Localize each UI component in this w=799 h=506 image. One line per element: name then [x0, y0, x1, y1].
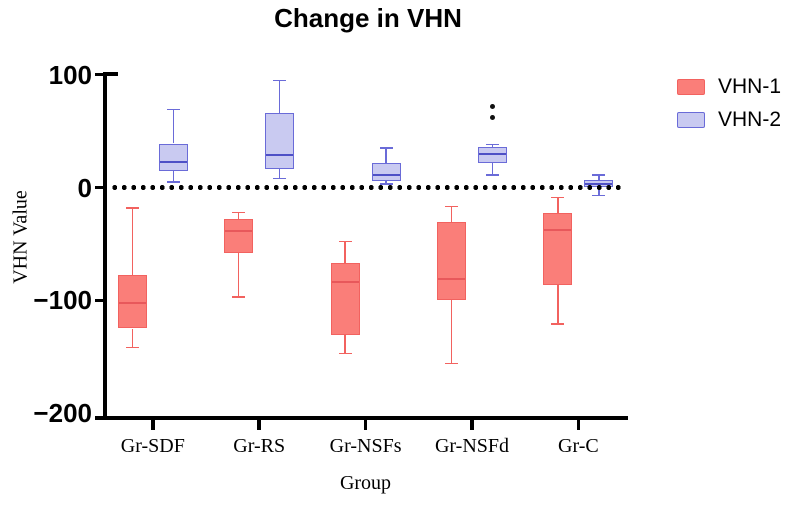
legend-label-vhn1: VHN-1 [718, 75, 782, 98]
x-axis-tick [363, 420, 368, 430]
whisker-upper-line [491, 144, 494, 147]
x-axis-tick [257, 420, 261, 430]
y-axis-tick-label: 100 [48, 59, 92, 90]
y-axis-tick-label: −100 [33, 285, 92, 316]
whisker-upper-line [278, 80, 281, 114]
whisker-lower-cap [486, 174, 499, 176]
whisker-lower-line [172, 170, 175, 182]
x-axis-tick [576, 420, 581, 430]
legend-swatch-vhn1 [677, 79, 705, 95]
median-line [479, 152, 506, 155]
box-vhn-2-gr-nsfd [478, 146, 507, 163]
whisker-lower-cap [551, 323, 565, 325]
whisker-lower-line [385, 180, 387, 185]
whisker-upper-cap [166, 108, 180, 111]
whisker-lower-line [237, 252, 240, 297]
box-vhn-1-gr-nsfs [330, 263, 360, 336]
y-axis-line [103, 72, 107, 420]
median-line [438, 277, 465, 280]
whisker-lower-line [491, 162, 494, 176]
x-axis-tick-label: Gr-C [558, 435, 599, 457]
whisker-lower-line [344, 335, 346, 354]
legend-item-vhn1: VHN-1 [677, 75, 782, 98]
whisker-lower-cap [379, 183, 393, 185]
whisker-lower-line [450, 300, 453, 364]
box-vhn-2-gr-rs [265, 113, 295, 170]
x-axis-tick-label: Gr-NSFs [329, 435, 402, 457]
median-line [118, 301, 146, 304]
chart-title: Change in VHN [274, 3, 462, 33]
whisker-lower-cap [592, 194, 606, 197]
whisker-lower-line [557, 284, 559, 324]
y-axis-title: VHN Value [9, 190, 32, 284]
x-axis-line [95, 416, 628, 420]
whisker-lower-cap [232, 296, 246, 298]
whisker-upper-cap [445, 205, 458, 208]
median-line [372, 174, 400, 177]
x-axis-tick [470, 420, 474, 430]
whisker-upper-cap [338, 240, 352, 243]
whisker-lower-cap [166, 181, 180, 183]
y-axis-tick-label: −200 [33, 398, 92, 429]
whisker-lower-cap [125, 346, 139, 349]
x-axis-tick-label: Gr-RS [233, 435, 286, 457]
whisker-upper-cap [551, 196, 565, 199]
median-line [585, 183, 613, 186]
y-axis-tick-label: 0 [77, 172, 92, 203]
box-vhn-2-gr-nsfs [371, 162, 401, 181]
legend-swatch-vhn2 [677, 112, 705, 128]
box-vhn-2-gr-sdf [158, 143, 188, 171]
median-line [544, 229, 572, 232]
whisker-lower-cap [445, 362, 458, 365]
whisker-upper-line [450, 206, 453, 223]
whisker-upper-line [557, 197, 559, 214]
whisker-lower-cap [338, 352, 352, 355]
y-axis-tick [95, 298, 104, 303]
legend: VHN-1 VHN-2 [677, 75, 782, 142]
median-line [331, 281, 359, 284]
x-axis-title: Group [339, 472, 392, 494]
box-vhn-1-gr-rs [224, 219, 254, 253]
y-axis-tick [95, 185, 104, 190]
outlier-dot [489, 114, 496, 121]
whisker-lower-line [278, 169, 281, 179]
whisker-upper-cap [486, 143, 499, 146]
whisker-upper-cap [232, 211, 246, 214]
x-axis-tick [151, 420, 155, 430]
whisker-lower-cap [273, 177, 287, 180]
whisker-upper-cap [273, 79, 287, 82]
x-axis-tick-label: Gr-SDF [120, 435, 185, 457]
y-axis-tick [95, 72, 104, 77]
median-line [225, 230, 253, 233]
whisker-upper-line [385, 148, 387, 163]
whisker-upper-line [237, 212, 240, 220]
y-axis-top-stub [107, 72, 118, 76]
whisker-lower-line [598, 187, 600, 196]
whisker-upper-line [131, 207, 134, 276]
whisker-upper-line [172, 109, 175, 144]
x-axis-tick-label: Gr-NSFd [434, 435, 510, 457]
legend-label-vhn2: VHN-2 [718, 108, 782, 131]
zero-baseline-dotted-line [110, 185, 622, 190]
whisker-upper-cap [125, 207, 139, 209]
whisker-upper-line [344, 241, 346, 264]
whisker-lower-line [131, 328, 134, 348]
box-vhn-1-gr-c [543, 213, 573, 285]
whisker-upper-cap [379, 147, 393, 149]
outlier-dot [489, 103, 496, 110]
whisker-upper-line [598, 175, 600, 180]
legend-item-vhn2: VHN-2 [677, 108, 782, 131]
median-line [266, 153, 294, 156]
median-line [159, 160, 187, 163]
box-vhn-1-gr-nsfd [437, 222, 466, 301]
whisker-upper-cap [592, 174, 606, 176]
